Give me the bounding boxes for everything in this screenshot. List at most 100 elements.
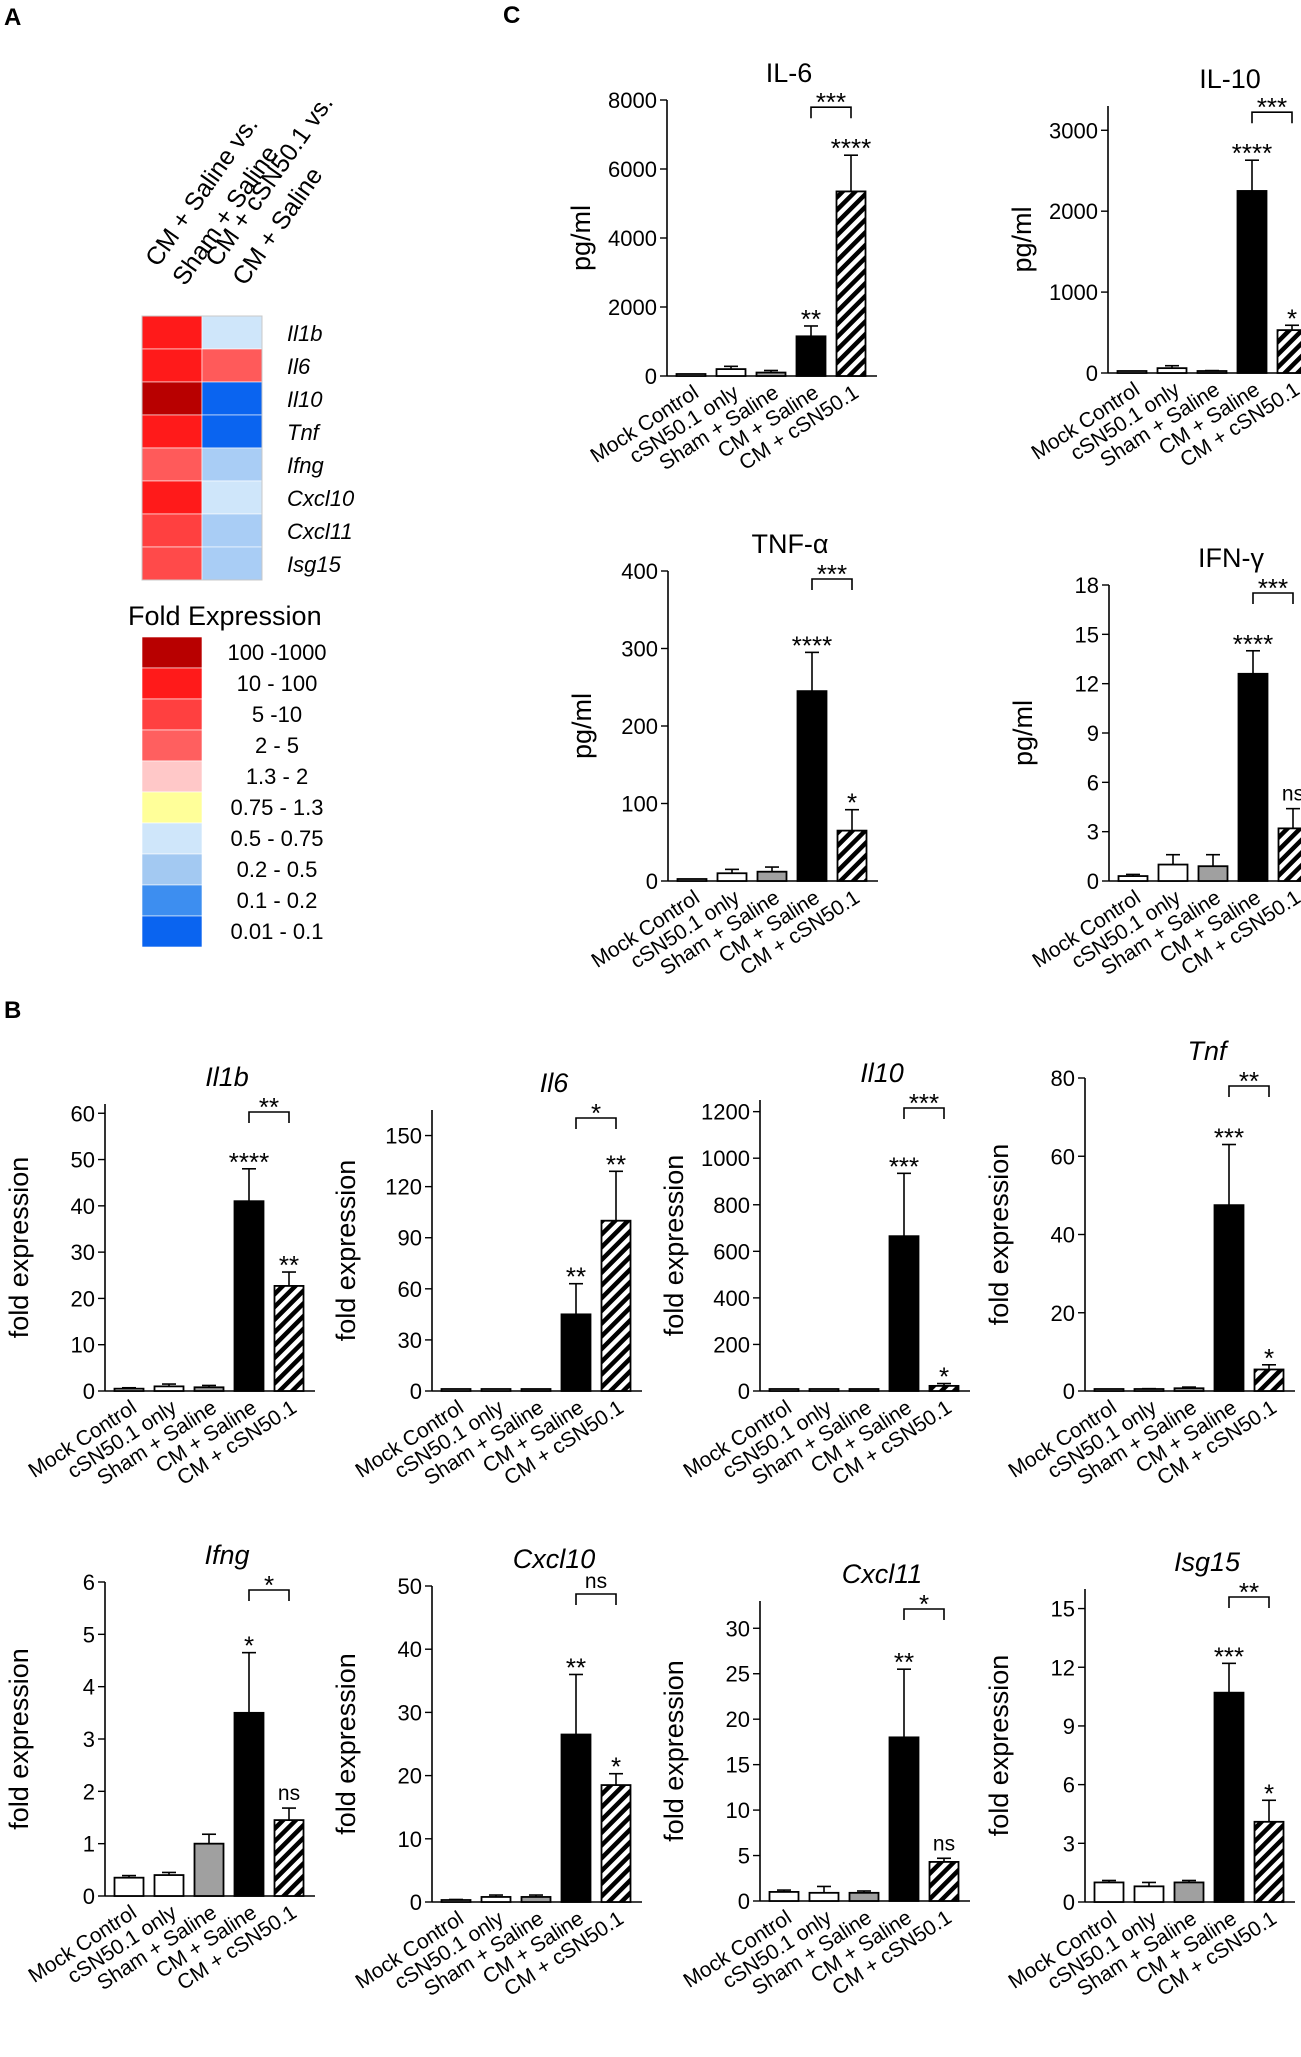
heatmap-cell	[141, 315, 203, 350]
bar	[520, 1896, 552, 1903]
y-axis-label: fold expression	[331, 1653, 361, 1835]
significance-label: **	[801, 304, 821, 334]
bar	[1277, 827, 1301, 882]
y-axis-label: pg/ml	[566, 205, 596, 271]
significance-label: ***	[1214, 1641, 1244, 1671]
y-tick-label: 20	[726, 1707, 750, 1732]
y-axis-label: fold expression	[4, 1648, 34, 1830]
heatmap-cell	[141, 447, 203, 482]
comparison-bracket	[1251, 111, 1293, 124]
legend-swatch	[141, 915, 203, 948]
y-tick-label: 25	[726, 1662, 750, 1687]
comparison-bracket	[811, 578, 853, 590]
significance-label: *	[847, 788, 857, 818]
bar	[1117, 875, 1149, 882]
y-tick-label: 60	[71, 1101, 95, 1126]
legend-swatch	[141, 698, 203, 731]
y-tick-label: 0	[646, 869, 658, 894]
y-tick-label: 20	[398, 1764, 422, 1789]
heatmap-cell	[201, 381, 263, 416]
y-tick-label: 50	[71, 1148, 95, 1173]
chart-title: Isg15	[1174, 1547, 1241, 1577]
bar	[676, 878, 708, 882]
y-tick-label: 2000	[1049, 199, 1098, 224]
y-tick-label: 80	[1051, 1066, 1075, 1091]
bar	[848, 1891, 880, 1902]
heatmap-cell	[141, 546, 203, 581]
significance-label: *	[244, 1631, 254, 1661]
bracket-label: ***	[1258, 573, 1288, 603]
bar	[1253, 1368, 1285, 1392]
y-tick-label: 5	[738, 1844, 750, 1869]
y-tick-label: 12	[1075, 672, 1099, 697]
chart-b3: Il10 0 200 400 600 800 1000 1200 fold expression…	[659, 1058, 970, 1490]
bar	[560, 1733, 592, 1903]
chart-title: TNF-α	[751, 529, 828, 559]
bar	[193, 1842, 225, 1897]
bar	[1156, 367, 1188, 374]
heatmap-cell	[201, 447, 263, 482]
bar	[808, 1388, 840, 1392]
bar	[193, 1386, 225, 1392]
chart-title: Cxcl10	[513, 1544, 596, 1574]
bar	[1116, 370, 1148, 374]
legend-label: 0.2 - 0.5	[237, 857, 318, 882]
heatmap-gene-label: Il1b	[287, 321, 322, 346]
y-tick-label: 100	[621, 792, 658, 817]
y-tick-label: 0	[645, 364, 657, 389]
y-tick-label: 2000	[608, 295, 657, 320]
panel-label-b: B	[4, 997, 22, 1024]
heatmap-gene-label: Il6	[287, 354, 311, 379]
bar	[835, 190, 867, 377]
y-axis-label: fold expression	[984, 1655, 1014, 1837]
significance-label: *	[611, 1752, 621, 1782]
panel-label-c: C	[503, 2, 521, 29]
legend-swatch	[141, 822, 203, 855]
heatmap-gene-label: Tnf	[287, 420, 322, 445]
bar	[1133, 1885, 1165, 1903]
y-tick-label: 3	[1087, 820, 1099, 845]
y-tick-label: 200	[621, 714, 658, 739]
heatmap-cell	[201, 315, 263, 350]
bar	[480, 1388, 512, 1392]
legend-label: 5 -10	[252, 702, 302, 727]
y-tick-label: 40	[1051, 1223, 1075, 1248]
y-axis-label: fold expression	[659, 1660, 689, 1842]
y-tick-label: 0	[410, 1379, 422, 1404]
bar	[1173, 1387, 1205, 1392]
y-tick-label: 0	[1063, 1379, 1075, 1404]
significance-label: **	[894, 1647, 914, 1677]
bar	[1196, 370, 1228, 374]
heatmap-gene-label: Cxcl11	[287, 519, 353, 544]
heatmap-cell	[141, 480, 203, 515]
y-tick-label: 0	[738, 1379, 750, 1404]
heatmap-cell	[201, 546, 263, 581]
y-tick-label: 60	[1051, 1144, 1075, 1169]
bar	[560, 1313, 592, 1392]
bar	[440, 1388, 472, 1392]
y-tick-label: 1200	[701, 1100, 750, 1125]
y-tick-label: 60	[398, 1277, 422, 1302]
y-tick-label: 0	[83, 1379, 95, 1404]
bracket-label: **	[259, 1092, 279, 1122]
bar	[520, 1388, 552, 1392]
y-tick-label: 1	[83, 1832, 95, 1857]
bar	[1173, 1881, 1205, 1903]
y-tick-label: 5	[83, 1622, 95, 1647]
bar	[600, 1784, 632, 1903]
legend-swatch	[141, 884, 203, 917]
y-tick-label: 400	[713, 1286, 750, 1311]
y-tick-label: 0	[1063, 1890, 1075, 1915]
comparison-bracket	[1228, 1085, 1270, 1097]
legend-label: 10 - 100	[237, 671, 318, 696]
bar	[795, 335, 827, 377]
bar	[273, 1819, 305, 1897]
bracket-label: **	[1239, 1066, 1259, 1096]
y-axis-label: pg/ml	[1008, 700, 1038, 766]
